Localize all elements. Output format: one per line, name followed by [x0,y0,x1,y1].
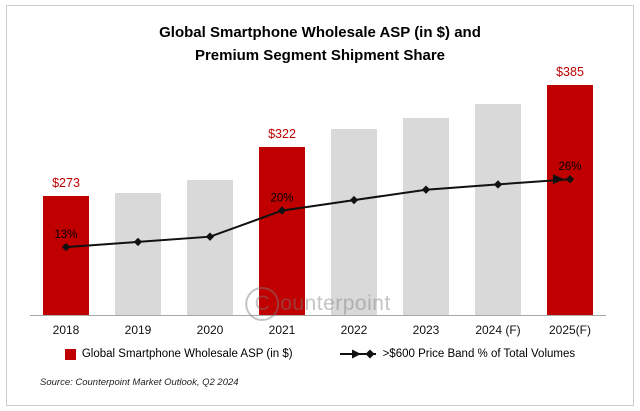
x-axis-label-2018: 2018 [52,323,80,337]
bar-2019 [115,193,161,315]
bar-slot-2019 [102,80,174,315]
x-axis-label-2020: 2020 [196,323,224,337]
line-marker-2022 [349,195,359,205]
bar-value-label-2025(F): $385 [556,65,584,79]
line-swatch-icon [339,349,376,359]
legend-item-asp: Global Smartphone Wholesale ASP (in $) [64,348,293,360]
line-marker-2025(F) [565,175,575,184]
bar-2018 [43,196,89,315]
watermark-text: ounterpoint [280,292,391,315]
line-value-label-2025(F): 26% [558,161,581,173]
x-axis-label-2021: 2021 [268,323,296,337]
trend-line [65,178,571,249]
line-arrow-icon [553,174,564,185]
x-axis-label-2022: 2022 [340,323,368,337]
line-value-label-2021: 20% [270,193,293,205]
chart-title: Global Smartphone Wholesale ASP (in $) a… [0,21,640,67]
watermark-logo-circle: C [245,287,280,321]
title-line-2: Premium Segment Shipment Share [194,47,446,64]
bar-2025(F) [547,85,593,315]
bar-slot-2023 [390,80,462,315]
source-note: Source: Counterpoint Market Outlook, Q2 … [40,377,239,388]
bar-slot-2018: $273 [30,80,102,315]
line-marker-2023 [421,185,431,194]
bar-slot-2025(F): $385 [534,65,606,315]
line-marker-2021 [277,206,287,215]
line-marker-2020 [205,232,215,241]
bar-slot-2022 [318,80,390,315]
bar-2020 [187,180,233,315]
bar-value-label-2018: $273 [52,176,80,190]
bar-2024 (F) [475,104,521,315]
legend: Global Smartphone Wholesale ASP (in $) >… [0,348,640,360]
bar-swatch-icon [64,348,76,360]
title-line-1: Global Smartphone Wholesale ASP (in $) a… [159,24,481,41]
bar-slot-2020 [174,80,246,315]
legend-item-price-band: >$600 Price Band % of Total Volumes [339,348,576,360]
x-axis-label-2024 (F): 2024 (F) [475,323,521,337]
line-value-label-2018: 13% [54,229,77,241]
line-marker-2018 [61,242,71,252]
x-axis-label-2025(F): 2025(F) [548,323,592,337]
legend-label-price-band: >$600 Price Band % of Total Volumes [382,348,576,360]
x-axis-label-2019: 2019 [124,323,152,337]
bar-2023 [403,118,449,315]
bar-2022 [331,129,377,315]
line-marker-2024 (F) [493,180,503,189]
line-marker-2019 [133,237,143,247]
x-axis: 2018 2019 2020 2021 2022 2023 2024 (F) 2025(F) [30,323,606,337]
x-axis-label-2023: 2023 [412,323,440,337]
legend-label-asp: Global Smartphone Wholesale ASP (in $) [81,348,293,360]
bar-slot-2024 (F) [462,80,534,315]
bar-value-label-2021: $322 [268,127,296,141]
trend-line-layer: 13% 20% 26% [54,161,582,252]
